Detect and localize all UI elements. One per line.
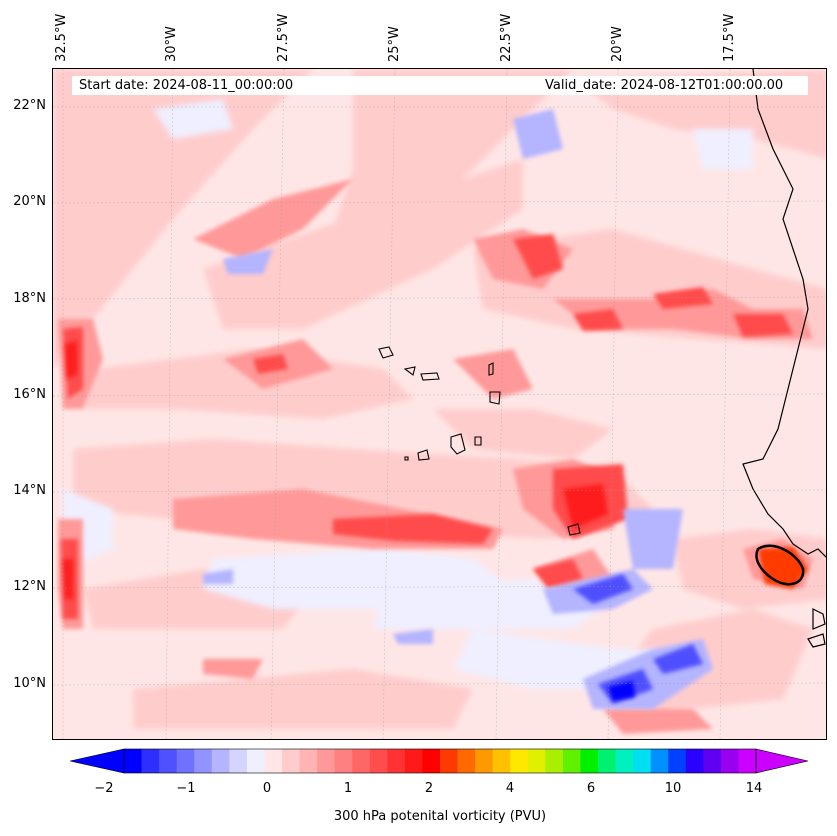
lat-label-12n: 12°N — [13, 579, 46, 594]
colorbar-swatch — [475, 749, 494, 773]
lat-label-16n: 16°N — [13, 387, 46, 402]
lon-label-17-5w: 17.5°W — [722, 13, 737, 62]
map-frame — [52, 68, 827, 740]
colorbar-swatch — [264, 749, 283, 773]
pv-deep-blue-regions — [608, 681, 635, 701]
lon-label-22-5w: 22.5°W — [499, 13, 514, 62]
colorbar-swatch — [317, 749, 336, 773]
colorbar-tick: 0 — [262, 781, 272, 796]
colorbar-swatch — [141, 749, 160, 773]
coastline — [742, 69, 826, 648]
lon-label-20w: 20°W — [610, 26, 625, 62]
colorbar-title: 300 hPa potenital vorticity (PVU) — [333, 809, 547, 824]
colorbar-tick: −1 — [176, 781, 196, 796]
lon-label-27-5w: 27.5°W — [276, 13, 291, 62]
colorbar-extend-max — [755, 748, 809, 774]
colorbar-tick: 4 — [505, 781, 515, 796]
colorbar-tick: 2 — [424, 781, 434, 796]
lat-label-22n: 22°N — [13, 98, 46, 113]
header-box — [72, 76, 808, 95]
colorbar-extend-min — [70, 748, 125, 774]
colorbar-tick: 10 — [664, 781, 682, 796]
colorbar-swatch — [633, 749, 652, 773]
colorbar-swatch — [738, 749, 757, 773]
colorbar — [70, 748, 809, 774]
colorbar-swatch — [387, 749, 406, 773]
lon-label-30w: 30°W — [164, 26, 179, 62]
colorbar-swatch — [194, 749, 213, 773]
lat-label-20n: 20°N — [13, 194, 46, 209]
lon-label-25w: 25°W — [387, 26, 402, 62]
start-date-label: Start date: 2024-08-11_00:00:00 — [79, 78, 294, 93]
islands — [378, 346, 581, 536]
colorbar-tick: 14 — [745, 781, 763, 796]
gridlines — [53, 69, 826, 739]
colorbar-swatch — [299, 749, 318, 773]
colorbar-swatch — [124, 749, 143, 773]
valid-date-label: Valid_date: 2024-08-12T01:00:00.00 — [545, 78, 784, 93]
lon-label-32-5w: 32.5°W — [54, 13, 69, 62]
colorbar-swatch — [282, 749, 301, 773]
colorbar-swatch — [510, 749, 529, 773]
colorbar-swatch — [159, 749, 178, 773]
colorbar-border — [123, 748, 757, 774]
colorbar-swatch — [668, 749, 687, 773]
colorbar-swatch — [440, 749, 459, 773]
colorbar-swatch — [720, 749, 739, 773]
lat-label-10n: 10°N — [13, 676, 46, 691]
colorbar-swatch — [527, 749, 546, 773]
colorbar-swatch — [492, 749, 511, 773]
colorbar-swatch — [580, 749, 599, 773]
colorbar-swatch — [562, 749, 581, 773]
colorbar-tick: 6 — [586, 781, 596, 796]
colorbar-swatch — [422, 749, 441, 773]
colorbar-swatch — [703, 749, 722, 773]
colorbar-swatch — [352, 749, 371, 773]
colorbar-tick: −2 — [94, 781, 114, 796]
colorbar-swatch — [598, 749, 617, 773]
colorbar-swatch — [229, 749, 248, 773]
colorbar-swatch — [334, 749, 353, 773]
colorbar-swatch — [176, 749, 195, 773]
colorbar-swatch — [246, 749, 265, 773]
colorbar-swatch — [404, 749, 423, 773]
colorbar-swatch — [457, 749, 476, 773]
pv-core-red-regions — [63, 341, 608, 599]
colorbar-swatch — [545, 749, 564, 773]
colorbar-swatch — [650, 749, 669, 773]
pv-field-map — [53, 69, 826, 739]
colorbar-swatch — [615, 749, 634, 773]
colorbar-swatch — [685, 749, 704, 773]
colorbar-swatch — [211, 749, 230, 773]
lat-label-14n: 14°N — [13, 483, 46, 498]
colorbar-tick: 1 — [343, 781, 353, 796]
lat-label-18n: 18°N — [13, 291, 46, 306]
colorbar-swatch — [369, 749, 388, 773]
